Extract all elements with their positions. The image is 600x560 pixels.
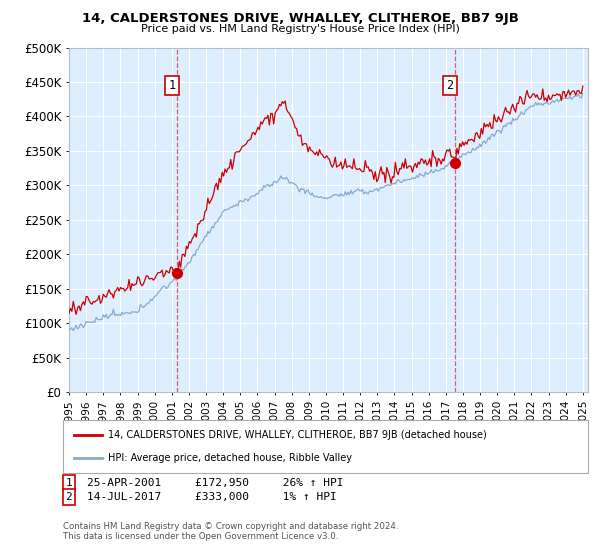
Text: 2: 2 — [65, 492, 73, 502]
Text: Contains HM Land Registry data © Crown copyright and database right 2024.
This d: Contains HM Land Registry data © Crown c… — [63, 522, 398, 542]
Text: 1: 1 — [65, 478, 73, 488]
Text: 2: 2 — [446, 79, 454, 92]
Text: 1: 1 — [169, 79, 176, 92]
Text: 14-JUL-2017     £333,000     1% ↑ HPI: 14-JUL-2017 £333,000 1% ↑ HPI — [87, 492, 337, 502]
Text: 14, CALDERSTONES DRIVE, WHALLEY, CLITHEROE, BB7 9JB: 14, CALDERSTONES DRIVE, WHALLEY, CLITHER… — [82, 12, 518, 25]
Text: HPI: Average price, detached house, Ribble Valley: HPI: Average price, detached house, Ribb… — [107, 453, 352, 463]
Text: 25-APR-2001     £172,950     26% ↑ HPI: 25-APR-2001 £172,950 26% ↑ HPI — [87, 478, 343, 488]
Text: 14, CALDERSTONES DRIVE, WHALLEY, CLITHEROE, BB7 9JB (detached house): 14, CALDERSTONES DRIVE, WHALLEY, CLITHER… — [107, 430, 487, 440]
Text: Price paid vs. HM Land Registry's House Price Index (HPI): Price paid vs. HM Land Registry's House … — [140, 24, 460, 34]
